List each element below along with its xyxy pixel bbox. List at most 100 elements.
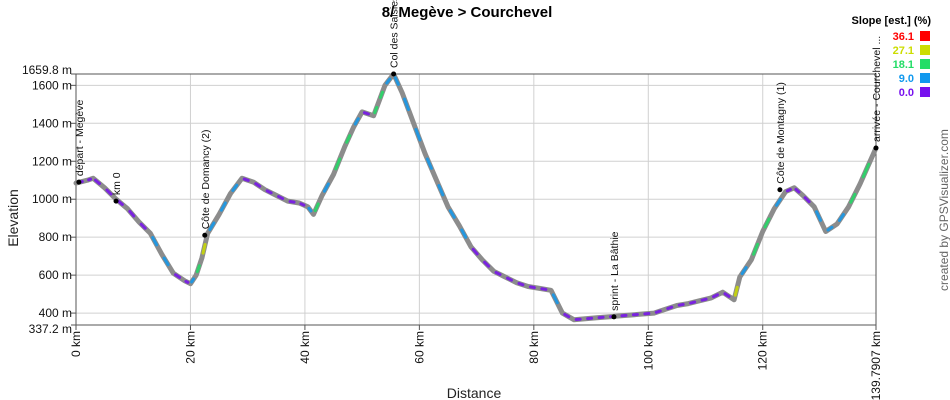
slope-segment: [700, 297, 708, 302]
slope-segment: [265, 189, 273, 195]
slope-segment: [322, 182, 330, 193]
slope-segment: [483, 260, 491, 268]
y-tick-label: 337.2 m: [29, 322, 72, 336]
slope-segment: [105, 188, 113, 196]
slope-segment: [849, 192, 857, 204]
slope-segment: [345, 134, 352, 144]
waypoint-marker: [202, 232, 208, 238]
x-tick-label: 100 km: [641, 331, 655, 370]
slope-segment: [277, 195, 285, 201]
waypoint-label: km 0: [111, 172, 123, 195]
slope-segment: [195, 264, 201, 274]
legend-swatch: [920, 59, 930, 69]
y-tick-label: 1400 m: [32, 116, 72, 130]
slope-segment: [712, 293, 720, 299]
slope-segment: [785, 188, 792, 193]
waypoint-label: sprint - La Bâthie: [609, 231, 621, 311]
x-axis-label: Distance: [447, 385, 502, 400]
chart-title: 8/ Megève > Courchevel: [382, 4, 553, 21]
credit-text: created by GPSVisualizer.com: [937, 129, 950, 291]
slope-segment: [733, 285, 739, 297]
slope-segment: [506, 276, 514, 282]
waypoint-marker: [611, 314, 617, 320]
slope-segment: [563, 312, 571, 319]
x-tick-label: 120 km: [756, 331, 770, 370]
slope-segment: [87, 177, 93, 182]
y-tick-label: 1200 m: [32, 154, 72, 168]
slope-segment: [677, 302, 685, 307]
y-tick-label: 800 m: [39, 230, 72, 244]
slope-segment: [208, 221, 216, 232]
slope-segment: [752, 242, 760, 256]
legend-swatch: [920, 31, 930, 41]
x-tick-label: 60 km: [412, 331, 426, 364]
y-axis-label: Elevation: [5, 189, 21, 247]
slope-segment: [837, 212, 845, 222]
slope-segment: [201, 242, 207, 255]
y-tick-label: 1600 m: [32, 78, 72, 92]
slope-segment: [313, 202, 320, 213]
waypoint-label: départ - Megève: [74, 100, 86, 177]
slope-segment: [151, 236, 159, 247]
slope-segment: [254, 182, 262, 188]
slope-segment: [460, 228, 468, 239]
legend-swatch: [920, 45, 930, 55]
slope-segment: [190, 277, 196, 284]
waypoint-label: Côte de Montagny (1): [775, 82, 787, 184]
waypoint-marker: [76, 179, 82, 185]
slope-segment: [334, 157, 342, 171]
slope-segment: [353, 117, 360, 126]
slope-segment: [494, 270, 502, 276]
grid: [75, 73, 877, 326]
slope-segment: [93, 178, 101, 186]
waypoint-marker: [873, 145, 879, 151]
slope-segment: [414, 127, 422, 142]
slope-segment: [231, 183, 239, 192]
slope-segment: [393, 76, 400, 86]
slope-segment: [861, 162, 871, 179]
waypoint-label: Col des Saisies: [389, 0, 401, 68]
legend-entry-label: 9.0: [899, 73, 914, 85]
legend-entry-label: 36.1: [893, 31, 914, 43]
legend-swatch: [920, 87, 930, 97]
y-tick-label: 600 m: [39, 268, 72, 282]
waypoint-label: arrivée - Courchevel ...: [871, 36, 883, 142]
slope-segment: [139, 222, 147, 230]
slope-segment: [219, 201, 227, 212]
slope-segment: [528, 285, 536, 290]
legend-entry-label: 18.1: [893, 59, 914, 71]
slope-segment: [373, 105, 379, 115]
slope-segment: [815, 210, 823, 222]
x-tick-label: 40 km: [298, 331, 312, 364]
slope-segment: [184, 279, 190, 284]
slope-segment: [471, 247, 479, 256]
x-tick-label: 80 km: [527, 331, 541, 364]
x-tick-label: 20 km: [183, 331, 197, 364]
slope-segment: [517, 281, 525, 287]
slope-segment: [437, 184, 445, 197]
slope-segment: [307, 206, 313, 213]
slope-segment: [425, 157, 433, 170]
slope-segment: [116, 199, 124, 206]
legend-title: Slope [est.] (%): [852, 15, 932, 27]
slope-segment: [362, 111, 370, 116]
axes: 337.2 m 400 m 600 m 800 m 1000 m 1200 m 1400 m…: [22, 63, 883, 400]
slope-segment: [803, 196, 811, 204]
slope-segment: [174, 273, 182, 279]
slope-segment: [551, 293, 559, 305]
plot-border: [75, 73, 877, 326]
slope-segment: [402, 97, 410, 112]
slope-segment: [689, 300, 697, 305]
waypoint-marker: [391, 71, 397, 77]
slope-segment: [162, 256, 170, 267]
y-tick-label: 400 m: [39, 306, 72, 320]
slope-segment: [540, 287, 548, 291]
slope-segment: [763, 217, 771, 229]
slope-segment: [723, 292, 731, 298]
x-tick-label: 0 km: [69, 331, 83, 357]
slope-segment: [385, 77, 392, 85]
slope-segment: [299, 202, 306, 207]
waypoint-marker: [777, 187, 783, 193]
slope-segment: [448, 209, 456, 219]
